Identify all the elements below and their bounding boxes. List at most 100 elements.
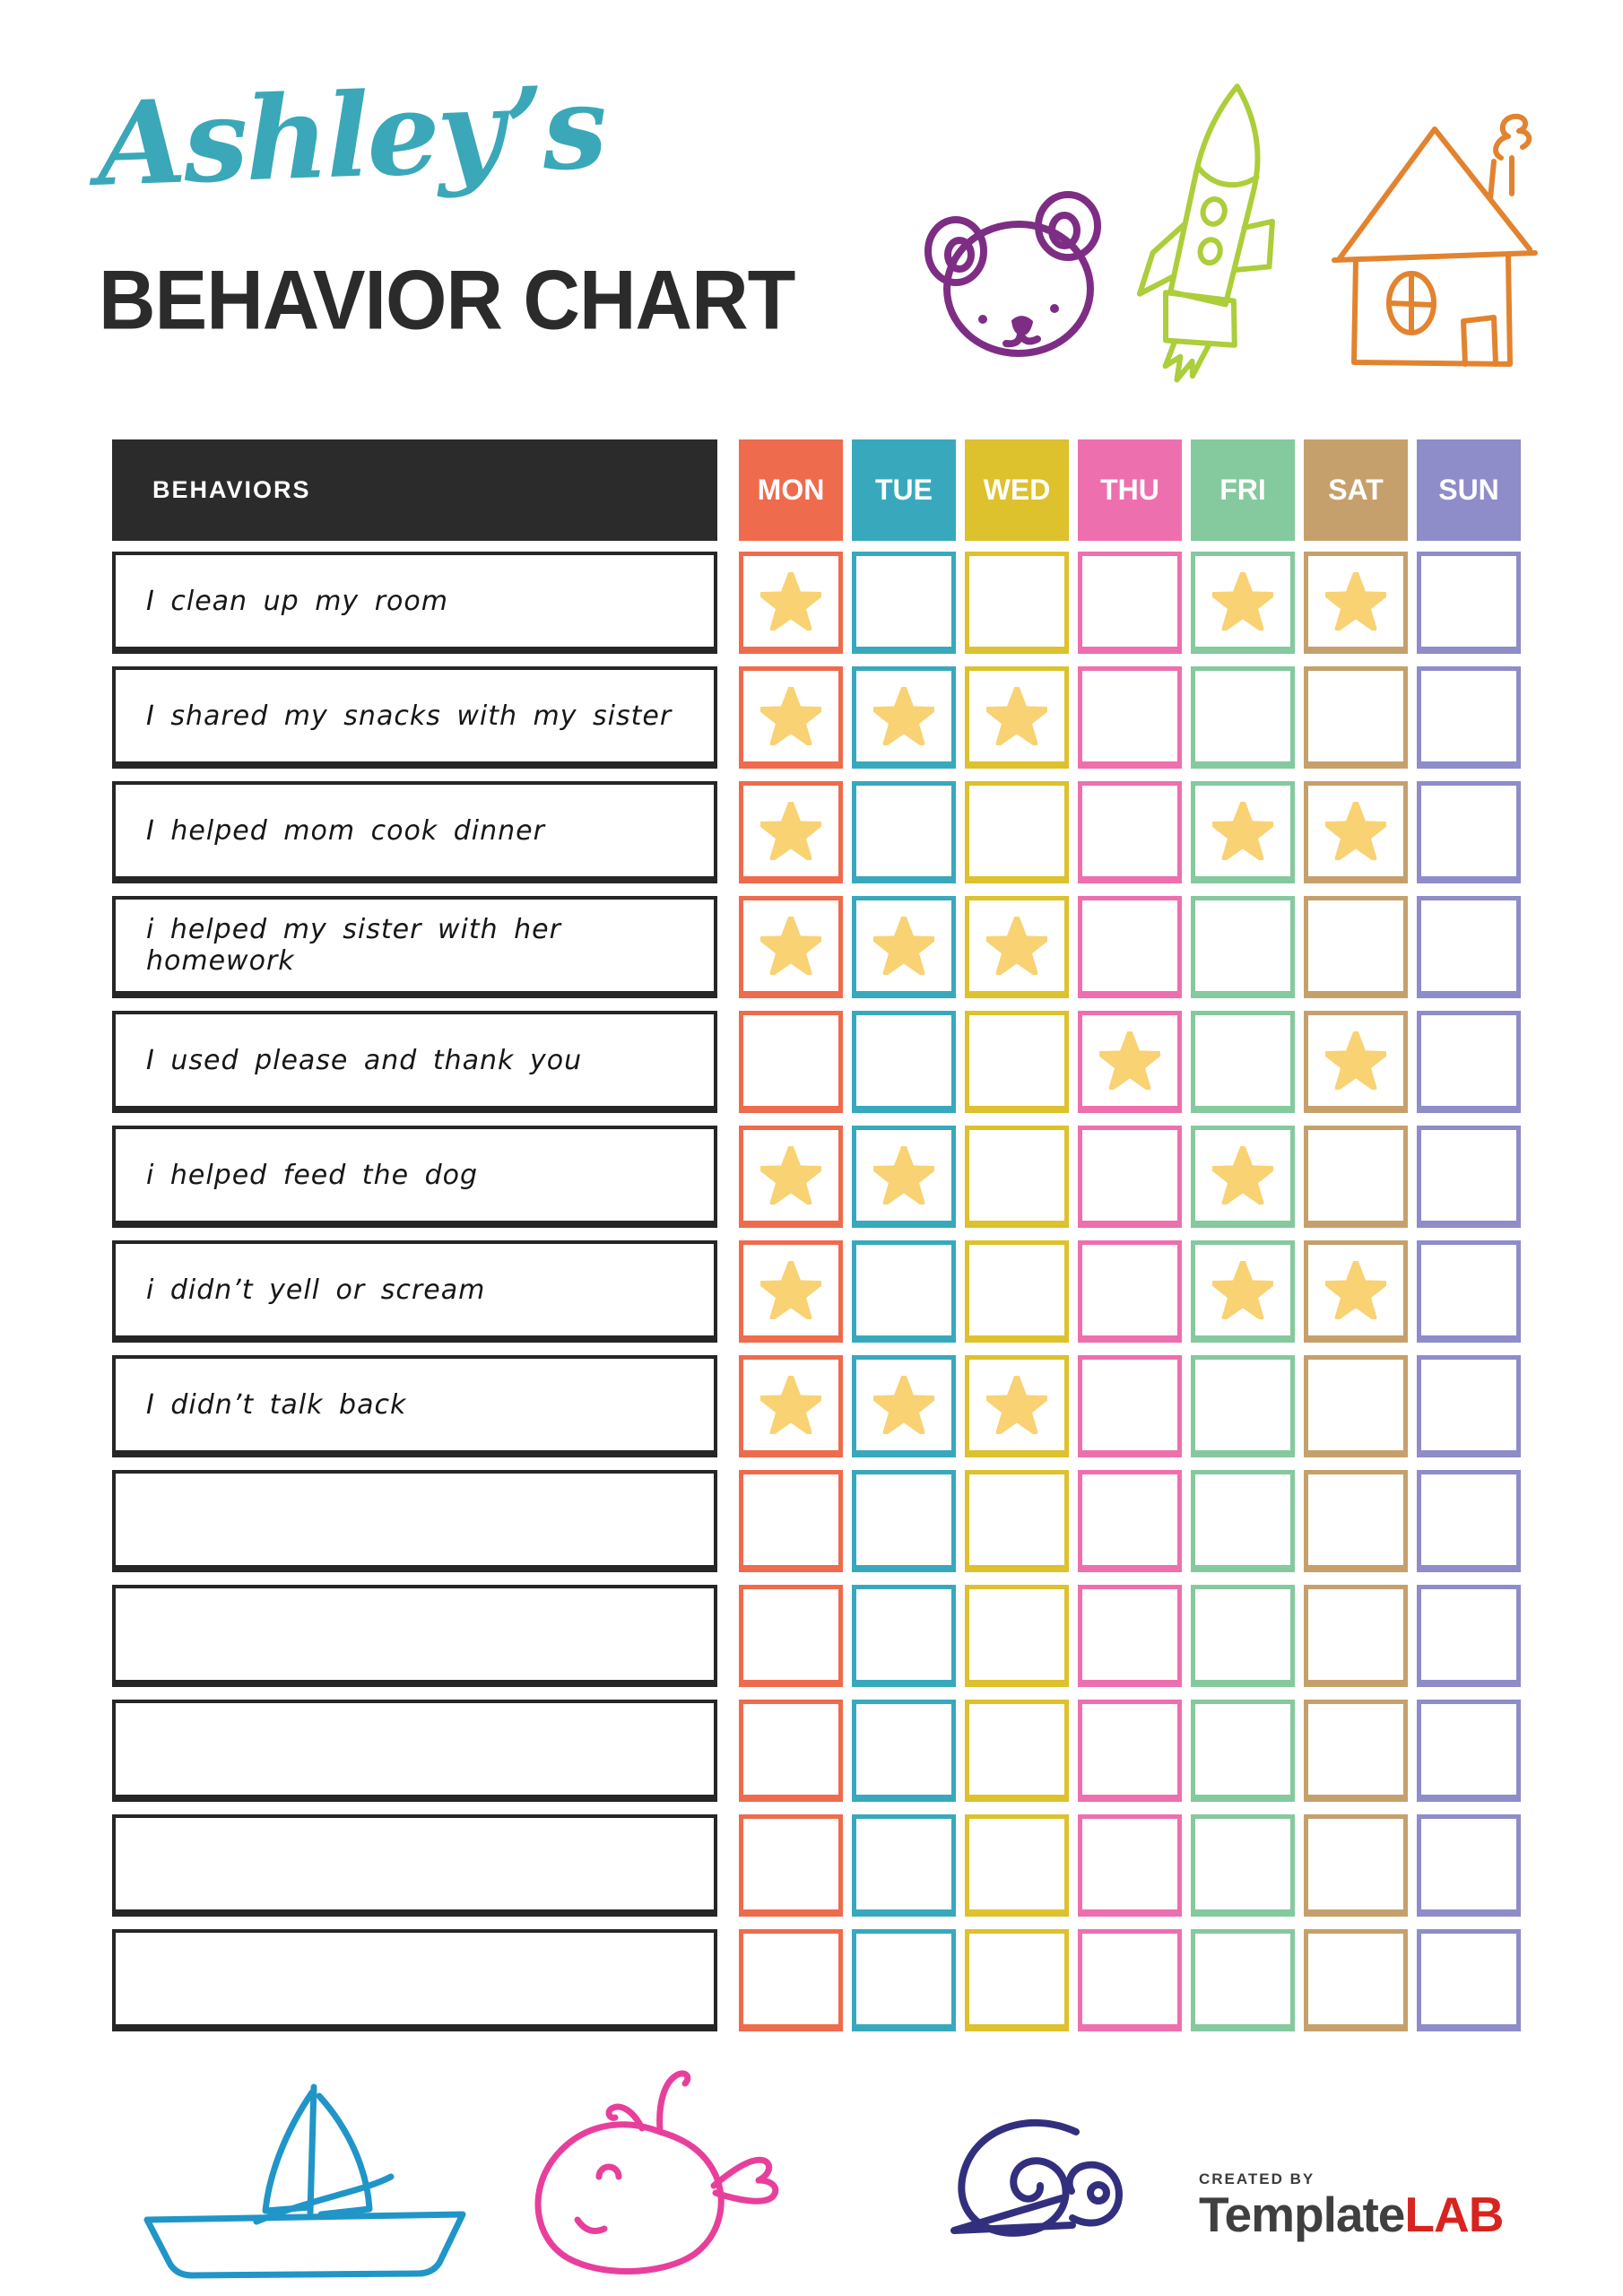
day-cell-wed[interactable] — [965, 1929, 1069, 2031]
day-cell-sun[interactable] — [1417, 896, 1521, 998]
day-cell-tue[interactable] — [852, 552, 956, 654]
day-cell-sun[interactable] — [1417, 666, 1521, 769]
day-cell-mon[interactable] — [739, 1470, 843, 1572]
day-cell-thu[interactable] — [1078, 1355, 1182, 1457]
day-cell-thu[interactable] — [1078, 1929, 1182, 2031]
day-cell-wed[interactable] — [965, 1355, 1069, 1457]
day-cell-tue[interactable] — [852, 666, 956, 769]
day-cell-sun[interactable] — [1417, 1585, 1521, 1687]
day-cell-tue[interactable] — [852, 1470, 956, 1572]
day-cell-sun[interactable] — [1417, 552, 1521, 654]
table-row — [112, 1470, 1529, 1572]
day-cell-wed[interactable] — [965, 552, 1069, 654]
day-cell-sat[interactable] — [1304, 896, 1408, 998]
day-cell-mon[interactable] — [739, 1585, 843, 1687]
day-cell-fri[interactable] — [1191, 552, 1295, 654]
behavior-label[interactable] — [112, 1929, 717, 2031]
day-cell-mon[interactable] — [739, 896, 843, 998]
day-cell-thu[interactable] — [1078, 1585, 1182, 1687]
day-cell-mon[interactable] — [739, 666, 843, 769]
day-cell-sun[interactable] — [1417, 1240, 1521, 1343]
day-cell-tue[interactable] — [852, 1585, 956, 1687]
day-cell-sat[interactable] — [1304, 666, 1408, 769]
day-cell-fri[interactable] — [1191, 896, 1295, 998]
day-cell-fri[interactable] — [1191, 1929, 1295, 2031]
star-icon — [1325, 1261, 1386, 1319]
day-cell-thu[interactable] — [1078, 1700, 1182, 1802]
day-cell-sat[interactable] — [1304, 552, 1408, 654]
day-cell-fri[interactable] — [1191, 1240, 1295, 1343]
behavior-label[interactable] — [112, 1814, 717, 1917]
day-cell-sat[interactable] — [1304, 1011, 1408, 1113]
day-cell-thu[interactable] — [1078, 1011, 1182, 1113]
day-cell-sat[interactable] — [1304, 781, 1408, 883]
day-cell-sun[interactable] — [1417, 1355, 1521, 1457]
day-cell-tue[interactable] — [852, 1929, 956, 2031]
day-cell-fri[interactable] — [1191, 1470, 1295, 1572]
day-cell-fri[interactable] — [1191, 781, 1295, 883]
day-cell-thu[interactable] — [1078, 896, 1182, 998]
day-cell-fri[interactable] — [1191, 1585, 1295, 1687]
day-cell-sun[interactable] — [1417, 781, 1521, 883]
day-cell-mon[interactable] — [739, 1929, 843, 2031]
day-cell-sun[interactable] — [1417, 1126, 1521, 1228]
behavior-label[interactable] — [112, 1585, 717, 1687]
day-cell-mon[interactable] — [739, 1355, 843, 1457]
day-cell-mon[interactable] — [739, 552, 843, 654]
day-cell-wed[interactable] — [965, 1585, 1069, 1687]
day-cell-sat[interactable] — [1304, 1126, 1408, 1228]
day-cell-wed[interactable] — [965, 1700, 1069, 1802]
day-cell-tue[interactable] — [852, 1355, 956, 1457]
behavior-label[interactable] — [112, 1700, 717, 1802]
day-cell-sun[interactable] — [1417, 1470, 1521, 1572]
day-cell-wed[interactable] — [965, 1126, 1069, 1228]
day-cell-sun[interactable] — [1417, 1700, 1521, 1802]
day-cell-sat[interactable] — [1304, 1240, 1408, 1343]
day-cell-wed[interactable] — [965, 1011, 1069, 1113]
day-cell-sat[interactable] — [1304, 1470, 1408, 1572]
day-cell-thu[interactable] — [1078, 1240, 1182, 1343]
day-cell-sun[interactable] — [1417, 1929, 1521, 2031]
day-cell-tue[interactable] — [852, 1126, 956, 1228]
day-cell-thu[interactable] — [1078, 1470, 1182, 1572]
day-cell-tue[interactable] — [852, 1700, 956, 1802]
day-cell-sat[interactable] — [1304, 1585, 1408, 1687]
day-cell-sun[interactable] — [1417, 1814, 1521, 1917]
day-cell-sat[interactable] — [1304, 1355, 1408, 1457]
day-cell-fri[interactable] — [1191, 1700, 1295, 1802]
whale-icon — [534, 2070, 779, 2275]
day-cell-mon[interactable] — [739, 1126, 843, 1228]
day-cell-thu[interactable] — [1078, 1126, 1182, 1228]
day-cell-wed[interactable] — [965, 1240, 1069, 1343]
day-cell-tue[interactable] — [852, 1240, 956, 1343]
day-cell-wed[interactable] — [965, 666, 1069, 769]
day-cell-sat[interactable] — [1304, 1700, 1408, 1802]
day-cell-sun[interactable] — [1417, 1011, 1521, 1113]
day-cell-wed[interactable] — [965, 1814, 1069, 1917]
day-cell-mon[interactable] — [739, 1011, 843, 1113]
day-cell-mon[interactable] — [739, 1700, 843, 1802]
day-cell-fri[interactable] — [1191, 1126, 1295, 1228]
day-cell-mon[interactable] — [739, 1240, 843, 1343]
day-cell-fri[interactable] — [1191, 666, 1295, 769]
day-cell-tue[interactable] — [852, 1814, 956, 1917]
day-cell-thu[interactable] — [1078, 666, 1182, 769]
day-cell-mon[interactable] — [739, 781, 843, 883]
behavior-label[interactable] — [112, 1470, 717, 1572]
day-cell-wed[interactable] — [965, 781, 1069, 883]
day-cell-sat[interactable] — [1304, 1814, 1408, 1917]
day-cell-thu[interactable] — [1078, 552, 1182, 654]
day-cell-tue[interactable] — [852, 896, 956, 998]
day-cell-fri[interactable] — [1191, 1814, 1295, 1917]
day-cell-wed[interactable] — [965, 1470, 1069, 1572]
day-cell-sat[interactable] — [1304, 1929, 1408, 2031]
day-cell-fri[interactable] — [1191, 1011, 1295, 1113]
day-cell-mon[interactable] — [739, 1814, 843, 1917]
day-cell-thu[interactable] — [1078, 1814, 1182, 1917]
day-cell-thu[interactable] — [1078, 781, 1182, 883]
day-cell-tue[interactable] — [852, 781, 956, 883]
day-cell-fri[interactable] — [1191, 1355, 1295, 1457]
day-cell-wed[interactable] — [965, 896, 1069, 998]
day-header-row: MON TUE WED THU FRI SAT SUN — [739, 439, 1530, 541]
day-cell-tue[interactable] — [852, 1011, 956, 1113]
